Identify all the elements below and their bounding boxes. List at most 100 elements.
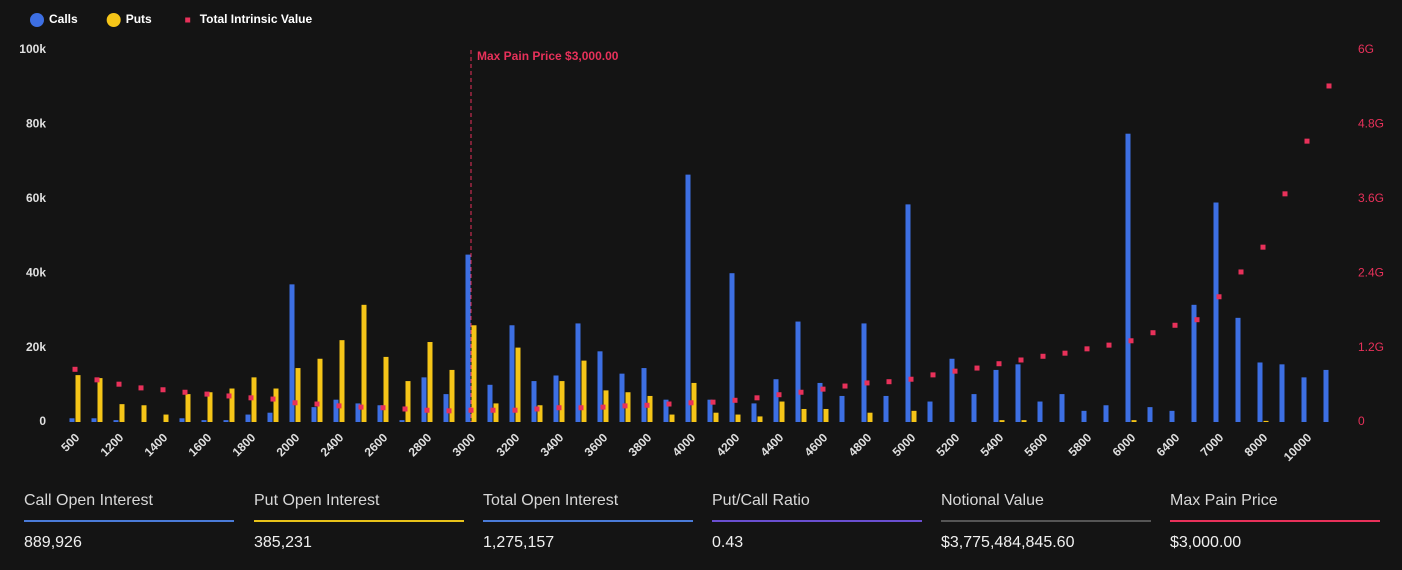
bar: [999, 420, 1005, 422]
bar: [421, 377, 427, 422]
y2-tick-label: 2.4G: [1358, 265, 1384, 279]
point: [1282, 191, 1288, 197]
bar: [229, 388, 235, 422]
bar: [1323, 369, 1329, 422]
stat-value: 889,926: [24, 534, 82, 551]
point: [996, 361, 1002, 367]
point: [490, 407, 496, 413]
x-tick-label: 4000: [670, 430, 699, 459]
bar: [663, 399, 669, 422]
bar: [1147, 407, 1153, 422]
bar: [295, 368, 301, 422]
bar: [405, 381, 411, 422]
bar: [691, 382, 697, 422]
stat-value: $3,775,484,845.60: [941, 534, 1075, 551]
bar: [207, 392, 213, 422]
bar: [1257, 362, 1263, 422]
point: [512, 407, 518, 413]
bar: [141, 405, 147, 422]
legend-label: Total Intrinsic Value: [200, 12, 313, 26]
bar: [273, 388, 279, 422]
y-tick-label: 40k: [26, 265, 46, 279]
bar: [399, 420, 405, 422]
point: [1150, 330, 1156, 336]
bar: [113, 420, 119, 422]
point: [1018, 357, 1024, 363]
bar: [779, 401, 785, 422]
x-tick-label: 1600: [186, 430, 215, 459]
stat-underline: [1170, 520, 1380, 522]
stat-label: Max Pain Price: [1170, 492, 1278, 509]
bar: [339, 340, 345, 422]
point: [402, 406, 408, 412]
point: [886, 379, 892, 385]
bar: [1125, 133, 1131, 422]
x-tick-label: 3800: [626, 430, 655, 459]
bar: [971, 394, 977, 422]
bar: [1213, 202, 1219, 422]
bar: [179, 418, 185, 422]
bar: [597, 351, 603, 422]
bar: [949, 358, 955, 422]
x-tick-label: 4400: [758, 430, 787, 459]
bar: [735, 414, 741, 422]
x-tick-label: 4600: [802, 430, 831, 459]
point: [578, 405, 584, 411]
bar: [817, 382, 823, 422]
point: [314, 401, 320, 407]
x-tick-label: 5600: [1022, 430, 1051, 459]
bar: [509, 325, 515, 422]
bar: [449, 369, 455, 422]
point: [556, 405, 562, 411]
bar: [515, 347, 521, 422]
x-tick-label: 500: [58, 430, 82, 454]
point: [1326, 83, 1332, 89]
point: [754, 395, 760, 401]
point: [820, 386, 826, 392]
bar: [559, 381, 565, 422]
x-tick-label: 3400: [538, 430, 567, 459]
bar: [1191, 304, 1197, 422]
stat-underline: [483, 520, 693, 522]
stat-underline: [24, 520, 234, 522]
x-tick-label: 4200: [714, 430, 743, 459]
y-tick-label: 100k: [19, 42, 46, 56]
legend-item[interactable]: Total Intrinsic Value: [185, 12, 313, 26]
bar: [861, 323, 867, 422]
legend-item[interactable]: Calls: [30, 12, 78, 27]
legend-item[interactable]: Puts: [106, 12, 152, 27]
point: [1128, 338, 1134, 344]
point: [952, 368, 958, 374]
x-tick-label: 1200: [98, 430, 127, 459]
bar: [465, 254, 471, 422]
bar: [647, 395, 653, 422]
bar: [1037, 401, 1043, 422]
x-tick-label: 5000: [890, 430, 919, 459]
bar: [75, 375, 81, 422]
stat-underline: [712, 520, 922, 522]
point: [336, 403, 342, 409]
x-tick-label: 1800: [230, 430, 259, 459]
legend-swatch: [185, 17, 191, 23]
point: [600, 404, 606, 410]
point: [732, 397, 738, 403]
bar: [289, 284, 295, 422]
bar: [537, 405, 543, 422]
stat: Call Open Interest 889,926: [24, 492, 234, 552]
bar: [487, 384, 493, 422]
bar: [471, 325, 477, 422]
y2-tick-label: 6G: [1358, 42, 1374, 56]
bar: [669, 414, 675, 422]
point: [776, 392, 782, 398]
bar: [377, 405, 383, 422]
bar: [867, 412, 873, 422]
bar: [311, 407, 317, 422]
stat-value: 0.43: [712, 534, 744, 551]
bar: [383, 356, 389, 422]
point: [1106, 342, 1112, 348]
x-tick-label: 7000: [1198, 430, 1227, 459]
y-tick-label: 80k: [26, 117, 46, 131]
bar: [1279, 364, 1285, 422]
stat-label: Put Open Interest: [254, 492, 380, 509]
